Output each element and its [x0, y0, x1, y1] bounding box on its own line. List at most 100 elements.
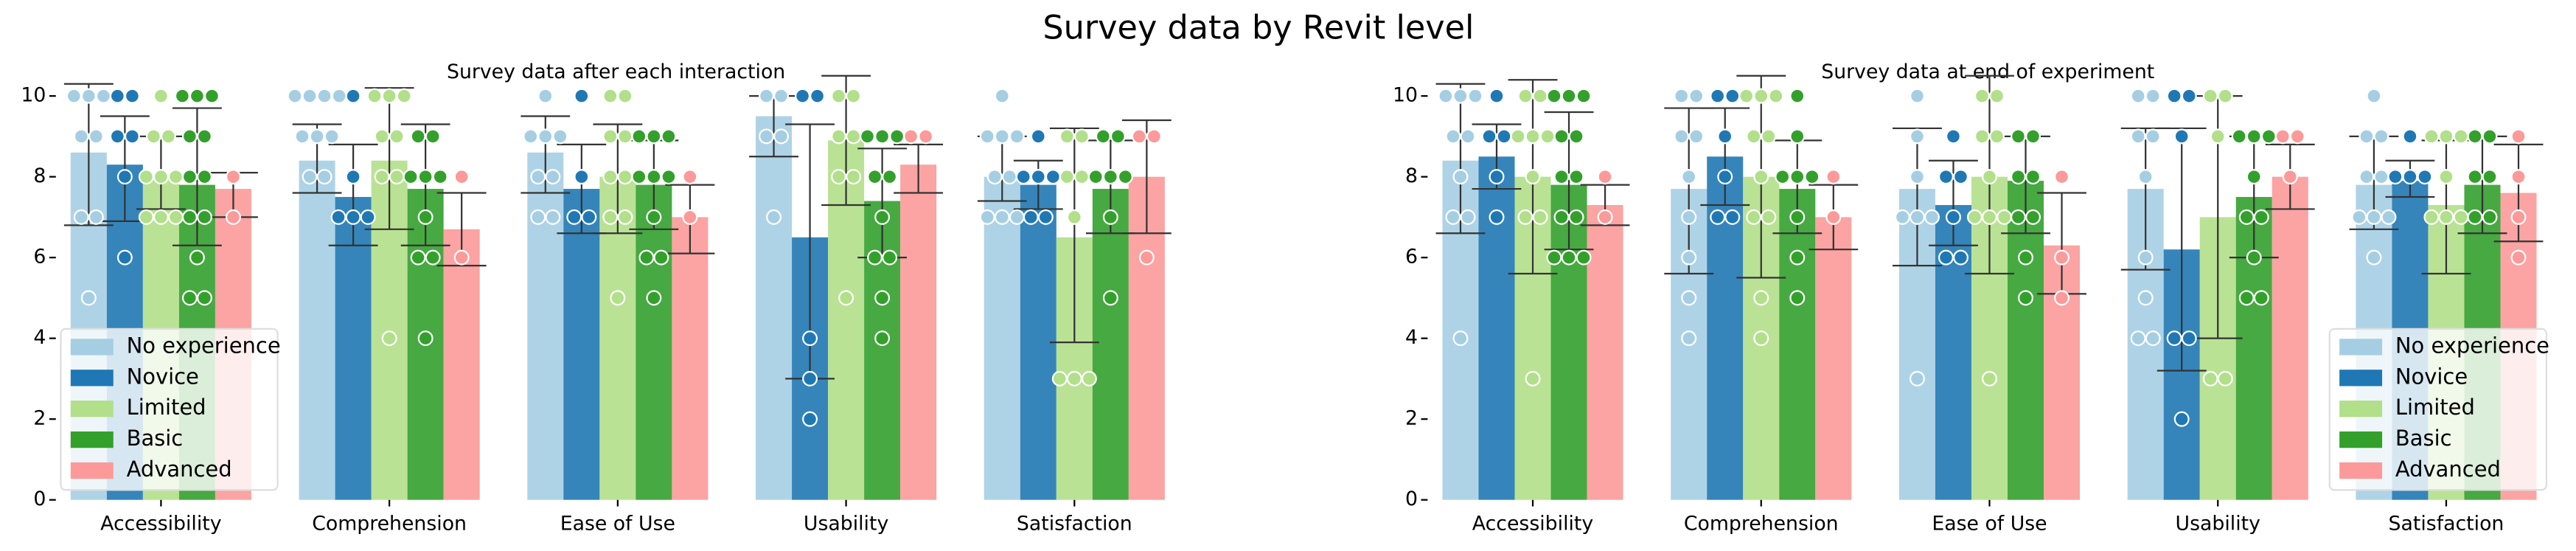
data-point	[631, 169, 647, 185]
data-point	[2467, 128, 2483, 145]
data-point	[1030, 169, 1046, 185]
data-point	[581, 209, 597, 225]
data-point	[1681, 249, 1697, 266]
data-point	[874, 330, 891, 347]
data-point	[537, 88, 554, 104]
x-tick-label: Accessibility	[100, 513, 222, 536]
legend-swatch	[70, 370, 114, 387]
data-point	[189, 249, 205, 266]
data-point	[2423, 209, 2440, 225]
data-point	[994, 88, 1010, 104]
data-point	[116, 249, 133, 266]
data-point	[1997, 209, 2013, 225]
legend-label: Advanced	[127, 457, 232, 482]
data-point	[903, 128, 919, 145]
data-point	[1945, 128, 1961, 145]
data-point	[389, 169, 405, 185]
data-point	[617, 128, 633, 145]
data-point	[1717, 128, 1733, 145]
data-point	[2173, 128, 2190, 145]
data-point	[574, 169, 590, 185]
data-point	[1489, 209, 1505, 225]
data-point	[1030, 128, 1046, 145]
data-point	[1452, 330, 1469, 347]
legend-label: Limited	[2395, 395, 2475, 420]
data-point	[381, 88, 397, 104]
y-tick-label: 10	[21, 84, 46, 107]
legend-swatch	[2339, 462, 2383, 479]
data-point	[2054, 249, 2070, 266]
data-point	[2137, 249, 2154, 266]
data-point	[95, 88, 111, 104]
data-point	[153, 209, 169, 225]
data-point	[403, 169, 419, 185]
data-point	[802, 330, 818, 347]
data-point	[410, 249, 426, 266]
x-tick-label: Comprehension	[1684, 513, 1839, 536]
data-point	[1717, 169, 1733, 185]
data-point	[2453, 128, 2469, 145]
data-point	[181, 128, 198, 145]
data-point	[2402, 169, 2418, 185]
data-point	[417, 209, 434, 225]
data-point	[1576, 88, 1592, 104]
x-tick-label: Usability	[804, 513, 889, 536]
data-point	[345, 88, 361, 104]
data-point	[109, 88, 125, 104]
data-point	[2510, 249, 2527, 266]
data-point	[2145, 330, 2161, 347]
data-point	[160, 128, 176, 145]
data-point	[1909, 88, 1925, 104]
data-point	[331, 88, 347, 104]
data-point	[1724, 209, 1741, 225]
data-point	[1445, 128, 1461, 145]
data-point	[1532, 88, 1548, 104]
data-point	[1546, 249, 1562, 266]
data-point	[1037, 209, 1054, 225]
data-point	[1066, 370, 1082, 387]
data-point	[80, 290, 97, 306]
data-point	[1460, 128, 1476, 145]
data-point	[602, 209, 619, 225]
data-point	[661, 128, 677, 145]
data-point	[545, 169, 561, 185]
data-point	[417, 169, 434, 185]
bar	[563, 189, 600, 500]
data-point	[2482, 209, 2498, 225]
data-point	[2366, 249, 2382, 266]
legend-swatch	[2339, 339, 2383, 356]
data-point	[1681, 169, 1697, 185]
data-point	[545, 209, 561, 225]
y-tick-label: 6	[1405, 246, 1418, 268]
data-point	[1460, 209, 1476, 225]
data-point	[1789, 88, 1806, 104]
data-point	[2231, 128, 2247, 145]
data-point	[646, 209, 662, 225]
data-point	[1489, 88, 1505, 104]
data-point	[287, 88, 303, 104]
legend-swatch	[2339, 401, 2383, 417]
data-point	[1510, 128, 1526, 145]
data-point	[2351, 209, 2367, 225]
data-point	[1553, 209, 1570, 225]
data-point	[610, 290, 626, 306]
data-point	[846, 169, 862, 185]
data-point	[1015, 169, 1031, 185]
data-point	[1982, 209, 1997, 225]
data-point	[1710, 88, 1726, 104]
legend-swatch	[2339, 431, 2383, 448]
x-tick-label: Satisfaction	[2389, 513, 2504, 536]
data-point	[324, 128, 340, 145]
data-point	[1561, 88, 1577, 104]
data-point	[2246, 128, 2262, 145]
data-point	[1517, 209, 1534, 225]
data-point	[838, 290, 854, 306]
data-point	[1753, 330, 1769, 347]
data-point	[2482, 128, 2498, 145]
data-point	[602, 128, 619, 145]
data-point	[153, 169, 169, 185]
bar	[527, 152, 564, 500]
data-point	[802, 370, 818, 387]
data-point	[1066, 209, 1082, 225]
